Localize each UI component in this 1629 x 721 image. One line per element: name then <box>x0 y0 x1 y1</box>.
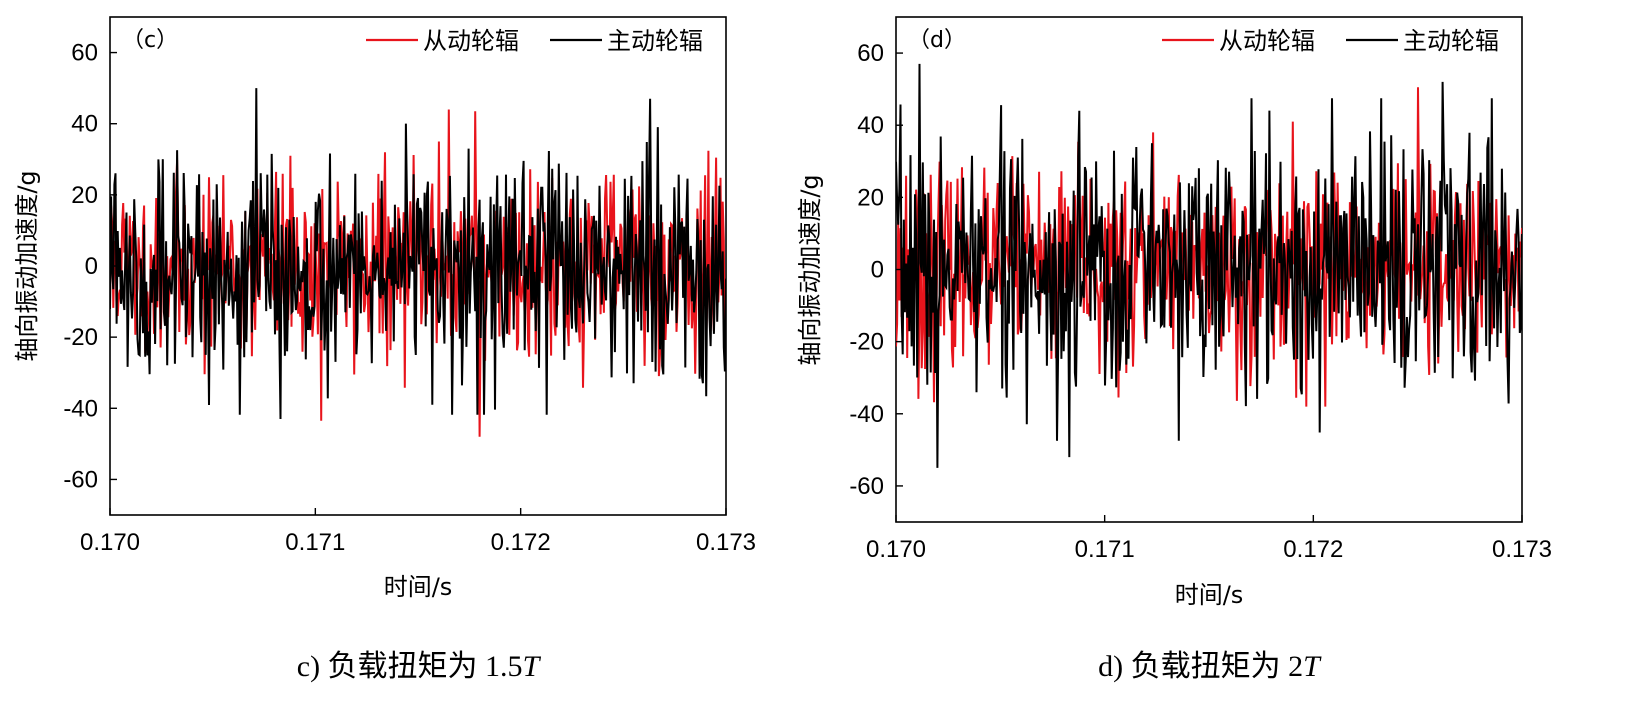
y-tick-label: -20 <box>849 329 884 356</box>
ticks-layer: -60 -40 -20 0 20 40 60 0.170 0.171 0.172 0.173 <box>849 40 1552 563</box>
series-layer <box>896 63 1522 468</box>
panel-label: （c） <box>122 28 178 53</box>
x-tick-label: 0.173 <box>1492 536 1552 563</box>
y-axis-title: 轴向振动加速度/g <box>13 170 41 361</box>
x-tick-label: 0.171 <box>1075 536 1135 563</box>
y-tick-label: -40 <box>63 395 98 422</box>
y-tick-label: 40 <box>857 112 884 139</box>
y-tick-label: -60 <box>63 466 98 493</box>
legend-label-driven: 从动轮辐 <box>1219 27 1315 55</box>
series-layer <box>110 88 726 437</box>
y-axis-title: 轴向振动加速度/g <box>796 174 824 365</box>
x-axis-title: 时间/s <box>1175 581 1244 609</box>
legend: 从动轮辐 主动轮辐 <box>366 27 703 55</box>
y-tick-label: 60 <box>71 40 98 67</box>
y-tick-label: 20 <box>857 184 884 211</box>
y-tick-label: -60 <box>849 473 884 500</box>
y-tick-label: 40 <box>71 111 98 138</box>
y-tick-label: 20 <box>71 182 98 209</box>
caption-text: d) 负载扭矩为 2 <box>1098 650 1303 683</box>
x-axis-title: 时间/s <box>384 573 453 601</box>
caption: d) 负载扭矩为 2T <box>1098 650 1322 683</box>
chart-panel-c: -60 -40 -20 0 20 40 60 0.170 0.171 0.172 0.173 （c）… <box>13 16 756 683</box>
chart-panel-d: -60 -40 -20 0 20 40 60 0.170 0.171 0.172 0.173 （d）… <box>796 16 1552 683</box>
caption: c) 负载扭矩为 1.5T <box>297 650 542 683</box>
ticks-layer: -60 -40 -20 0 20 40 60 0.170 0.171 0.172 0.173 <box>63 40 756 556</box>
caption-text: c) 负载扭矩为 1.5 <box>297 650 523 683</box>
panel-label: （d） <box>908 28 966 53</box>
caption-variable: T <box>1303 650 1322 683</box>
x-tick-label: 0.170 <box>866 536 926 563</box>
legend: 从动轮辐 主动轮辐 <box>1162 27 1499 55</box>
series-line-driven <box>896 87 1522 407</box>
series-line-driving <box>110 88 726 420</box>
y-tick-label: 0 <box>871 257 884 284</box>
series-line-driving <box>896 63 1522 468</box>
y-tick-label: 60 <box>857 40 884 67</box>
legend-label-driving: 主动轮辐 <box>1403 27 1499 55</box>
x-tick-label: 0.172 <box>1283 536 1343 563</box>
y-tick-label: 0 <box>85 253 98 280</box>
x-tick-label: 0.172 <box>491 529 551 556</box>
y-tick-label: -40 <box>849 401 884 428</box>
x-tick-label: 0.170 <box>80 529 140 556</box>
caption-variable: T <box>523 650 542 683</box>
x-tick-label: 0.171 <box>285 529 345 556</box>
legend-label-driven: 从动轮辐 <box>423 27 519 55</box>
x-tick-label: 0.173 <box>696 529 756 556</box>
legend-label-driving: 主动轮辐 <box>607 27 703 55</box>
y-tick-label: -20 <box>63 324 98 351</box>
